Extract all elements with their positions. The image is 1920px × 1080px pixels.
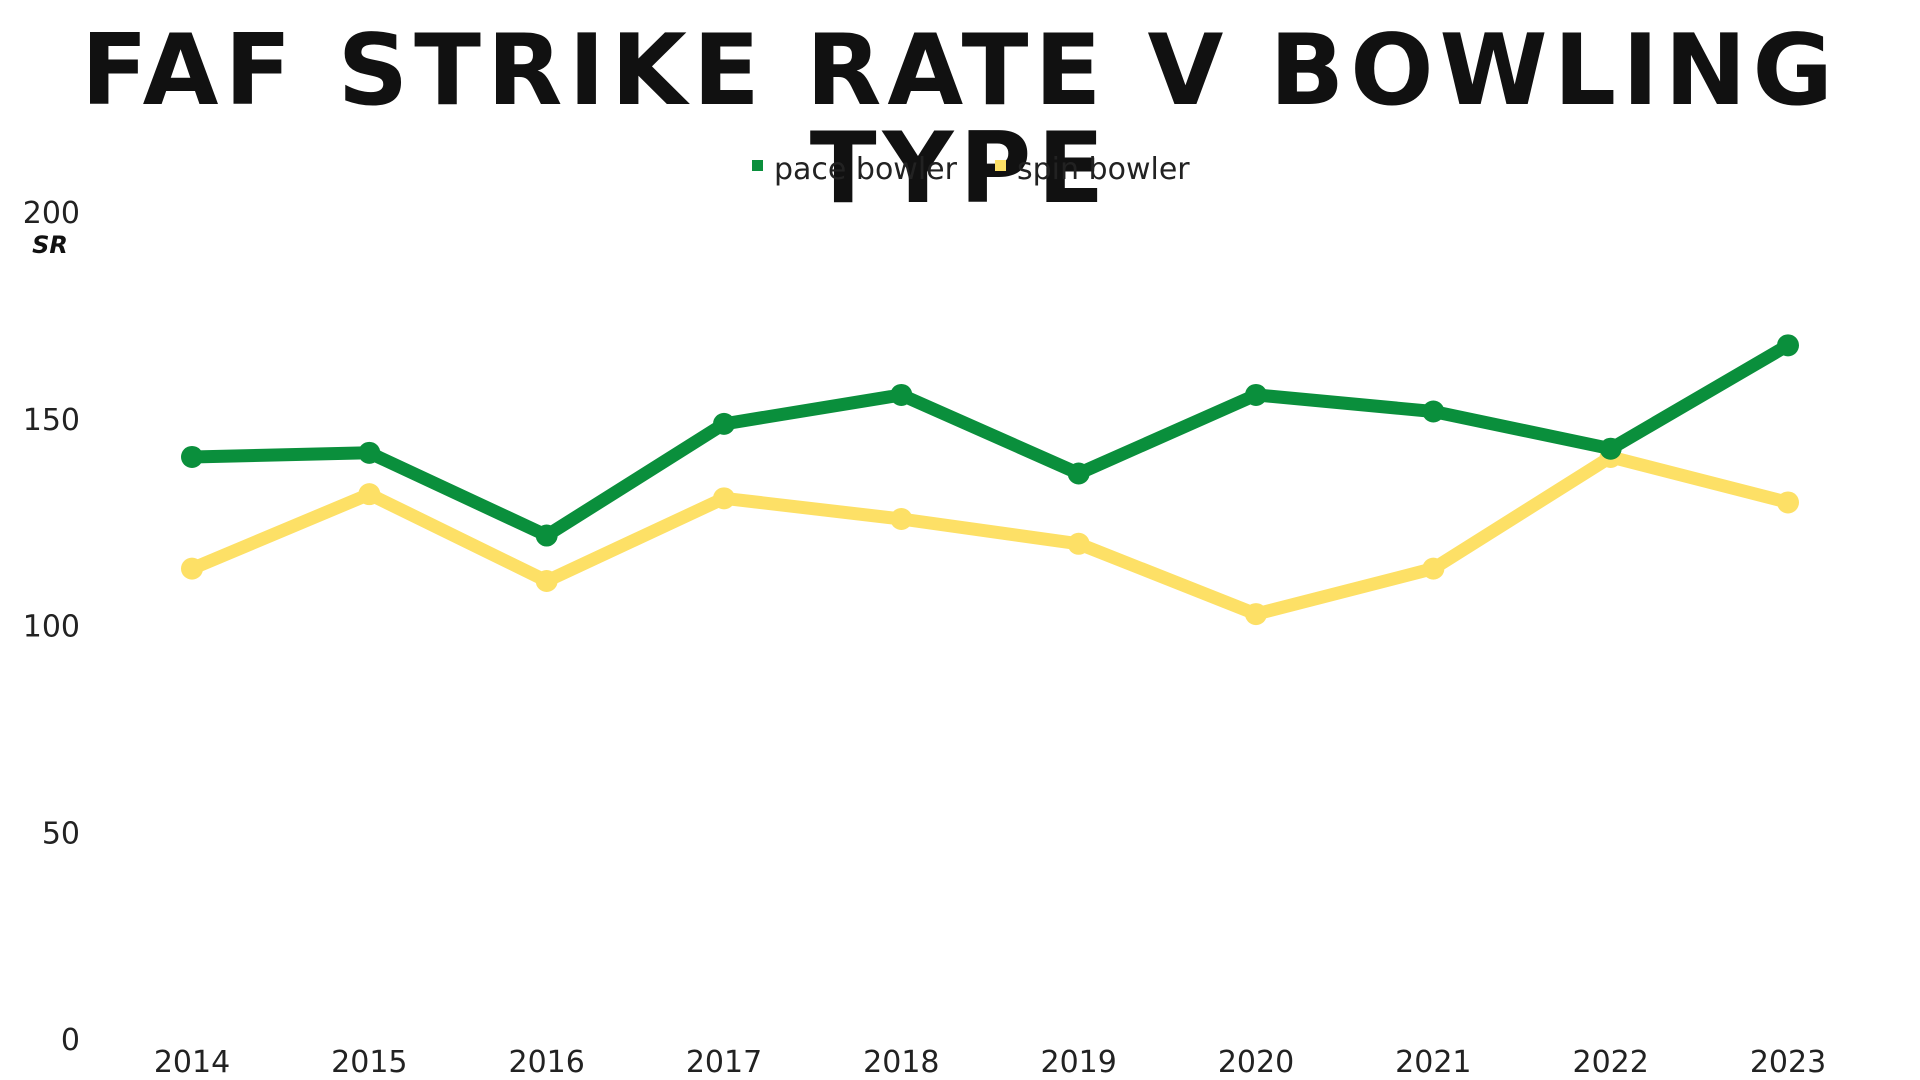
legend-label: pace bowler <box>774 152 958 187</box>
data-point <box>535 570 558 593</box>
series-pace-bowler <box>181 334 1799 547</box>
y-tick-label: 50 <box>42 816 80 851</box>
y-tick-label: 200 <box>23 196 80 231</box>
data-point <box>713 487 735 510</box>
legend: pace bowler spin bowler <box>752 152 1190 187</box>
data-point <box>1777 491 1799 514</box>
series-spin-bowler <box>181 445 1799 626</box>
legend-swatch <box>752 160 763 171</box>
data-point <box>181 557 203 580</box>
data-point <box>358 483 381 506</box>
legend-swatch <box>995 160 1006 171</box>
data-point <box>890 383 913 406</box>
legend-label: spin bowler <box>1017 152 1190 187</box>
data-point <box>1599 437 1622 460</box>
data-point <box>358 441 381 464</box>
chart-title: FAF STRIKE RATE V BOWLING TYPE <box>80 14 1839 226</box>
x-tick-label: 2020 <box>1218 1045 1294 1080</box>
data-point <box>181 445 203 468</box>
series-layer <box>181 334 1799 626</box>
data-point <box>1777 334 1799 357</box>
y-tick-label: 0 <box>61 1023 80 1058</box>
data-point <box>713 412 735 435</box>
x-tick-label: 2021 <box>1395 1045 1471 1080</box>
data-point <box>535 524 558 547</box>
x-tick-label: 2014 <box>154 1045 230 1080</box>
data-point <box>1067 532 1090 555</box>
x-tick-label: 2017 <box>686 1045 762 1080</box>
x-tick-label: 2016 <box>508 1045 584 1080</box>
series-line <box>185 450 1795 621</box>
y-tick-label: 100 <box>23 610 80 645</box>
x-axis: 2014 2015 2016 2017 2018 2019 2020 2021 2022 2023 <box>154 1045 1826 1080</box>
series-line <box>185 338 1795 542</box>
y-tick-label: 150 <box>23 403 80 438</box>
x-tick-label: 2018 <box>863 1045 939 1080</box>
x-tick-label: 2019 <box>1040 1045 1116 1080</box>
data-point <box>1422 557 1445 580</box>
data-point <box>1245 383 1267 406</box>
data-point <box>1422 400 1445 423</box>
data-point <box>1067 462 1090 485</box>
data-point <box>1245 603 1267 626</box>
y-axis-label: SR <box>32 231 68 259</box>
x-tick-label: 2023 <box>1750 1045 1826 1080</box>
x-tick-label: 2022 <box>1572 1045 1648 1080</box>
data-point <box>890 507 913 530</box>
x-tick-label: 2015 <box>331 1045 407 1080</box>
